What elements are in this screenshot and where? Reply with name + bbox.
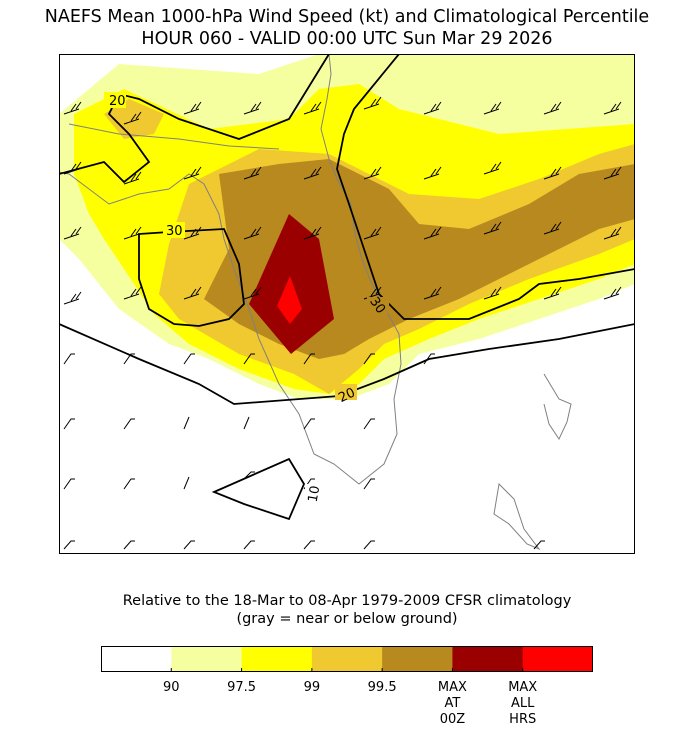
colorbar-tick-label: 99 [303, 680, 321, 695]
colorbar-svg [101, 646, 594, 672]
colorbar-segment [382, 646, 453, 672]
chart-valid-time: HOUR 060 - VALID 00:00 UTC Sun Mar 29 20… [141, 29, 553, 49]
colorbar-segment [522, 646, 594, 672]
gray-note-caption: (gray = near or below ground) [236, 611, 458, 627]
contour-label: 10 [306, 485, 324, 504]
colorbar-tick-label: 99.5 [367, 680, 397, 695]
map-panel: 20 30 30 20 10 [59, 54, 635, 554]
contour-label: 20 [336, 385, 357, 406]
colorbar-segment [452, 646, 524, 672]
contour-labels: 20 30 30 20 10 [104, 92, 389, 506]
contour-10 [211, 457, 306, 521]
shade-max-all-hours [277, 276, 302, 324]
contour-label: 20 [109, 94, 126, 109]
contour-20-south [59, 323, 635, 405]
colorbar-segment [101, 646, 172, 672]
colorbar-tick-label: 97.5 [227, 680, 257, 695]
contour-label: 30 [166, 224, 183, 239]
chart-title: NAEFS Mean 1000-hPa Wind Speed (kt) and … [44, 7, 650, 27]
colorbar-tick-label: MAX AT 00Z [437, 680, 467, 727]
colorbar-segment [171, 646, 243, 672]
colorbar-segment [241, 646, 313, 672]
map-border [59, 54, 635, 554]
colorbar-tick-label: 90 [163, 680, 180, 695]
colorbar-segment [311, 646, 383, 672]
contour-30-west [138, 228, 245, 327]
wind-barbs [63, 96, 622, 550]
percentile-colorbar [101, 646, 594, 672]
colorbar-border [101, 646, 593, 672]
map-plot: 20 30 30 20 10 [59, 54, 635, 554]
climatology-caption: Relative to the 18-Mar to 08-Apr 1979-20… [122, 593, 572, 609]
contour-30-east [336, 54, 635, 320]
colorbar-tick-label: MAX ALL HRS [508, 680, 538, 727]
